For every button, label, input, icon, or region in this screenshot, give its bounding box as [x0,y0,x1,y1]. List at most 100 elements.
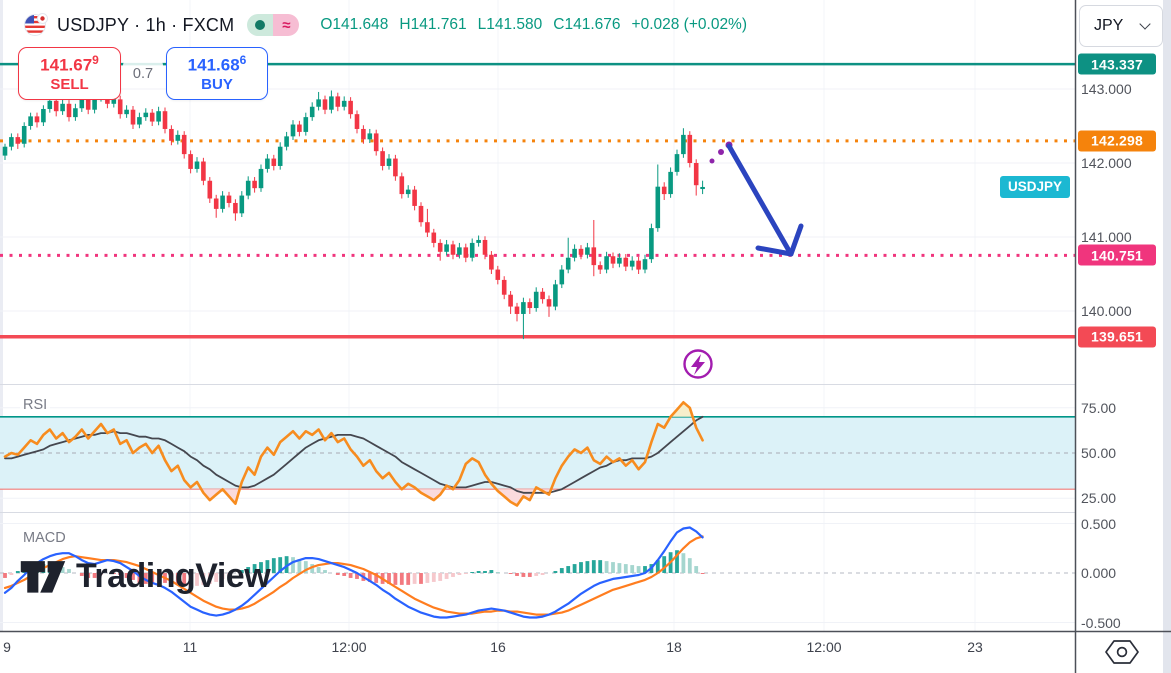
rsi-tick-label: 25.00 [1081,490,1117,507]
price-level-badge: 140.751 [1078,244,1156,266]
scale-settings-icon[interactable] [1102,637,1142,667]
candle [207,180,213,199]
candle [476,239,481,243]
price-tick-label: 140.000 [1081,303,1132,319]
candle [489,254,494,270]
candle [610,256,616,264]
candle [649,228,654,260]
time-tick-label: 18 [666,639,682,655]
candle [335,96,341,107]
usdjpy-flag-icon [24,13,48,36]
price-tick-label: 143.000 [1081,81,1132,97]
candle [156,111,161,122]
candle [284,136,289,147]
candle [661,186,667,195]
candle [546,299,552,307]
candle [213,198,219,209]
currency-label: JPY [1094,17,1124,34]
macd-tick-label: 0.500 [1081,515,1117,532]
sell-label: SELL [50,75,89,93]
candle [297,124,302,132]
candle [73,108,78,118]
candle [437,242,443,252]
candle [117,99,123,115]
candle [425,222,430,233]
macd-indicator-label[interactable]: MACD [20,530,69,546]
candle [53,100,59,112]
candle [245,180,251,196]
candle [431,232,437,243]
horizontal-gridlines [0,88,1075,623]
candle [444,244,449,252]
candle [9,137,14,147]
sell-button[interactable]: 141.679 SELL [18,47,121,100]
synthetic-approx-icon: ≈ [273,14,300,36]
vertical-gridlines [189,0,976,631]
candle [572,248,577,258]
candle [559,269,565,285]
candle [642,259,648,270]
time-tick-label: 11 [182,639,198,655]
candle [693,163,699,186]
candle [623,257,629,267]
candle [252,180,257,189]
time-tick-label: 23 [967,639,983,655]
arrow-drawing[interactable] [709,141,804,257]
sell-price: 141.679 [40,52,99,75]
candle [143,112,149,118]
candle [469,242,475,258]
candle [457,247,462,255]
rsi-tick-label: 50.00 [1081,445,1117,461]
candle [405,189,411,195]
spread-value: 0.7 [123,61,163,86]
candle [130,109,136,125]
candle [578,248,584,255]
candle [322,99,328,110]
buy-button[interactable]: 141.686 BUY [166,47,268,100]
symbol-title[interactable]: USDJPY · 1h · FXCM [57,14,235,35]
ohlc-high: H141.761 [399,16,467,33]
candle [565,257,571,270]
candle [508,294,513,307]
candle [591,247,597,266]
market-status-toggle[interactable]: ≈ [247,14,300,36]
candle [162,111,168,129]
candle [681,134,686,155]
macd-tick-label: 0.000 [1081,565,1117,581]
candle [277,146,283,166]
candle [175,134,181,141]
buy-label: BUY [201,75,233,93]
chevron-down-icon [1139,18,1151,30]
market-open-dot-icon [247,14,274,36]
candle [533,291,539,309]
time-tick-label: 16 [490,639,506,655]
candle [309,106,315,118]
candle [501,279,507,295]
candle [354,114,360,129]
ohlc-change: +0.028 (+0.02%) [631,16,748,33]
candle [21,126,27,144]
candle [597,265,603,270]
candle [604,256,609,270]
symbol-price-badge: USDJPY [999,175,1070,198]
candle [527,302,533,309]
candle [265,158,270,169]
candle [636,260,641,270]
price-tick-label: 142.000 [1081,155,1132,171]
candle [2,146,8,156]
buy-price: 141.686 [187,52,247,75]
candle [514,306,520,314]
candle [316,99,321,107]
candle [495,269,501,280]
watermark-text: TradingView [76,556,271,595]
rsi-indicator-label[interactable]: RSI [20,397,51,413]
currency-dropdown[interactable]: JPY [1079,5,1163,47]
candle [169,128,174,141]
candle [348,100,353,115]
candle [85,99,91,110]
lightning-drawing[interactable] [683,349,713,379]
price-level-badge: 139.651 [1078,326,1156,348]
ohlc-close: C141.676 [553,16,621,33]
candle [303,117,309,132]
